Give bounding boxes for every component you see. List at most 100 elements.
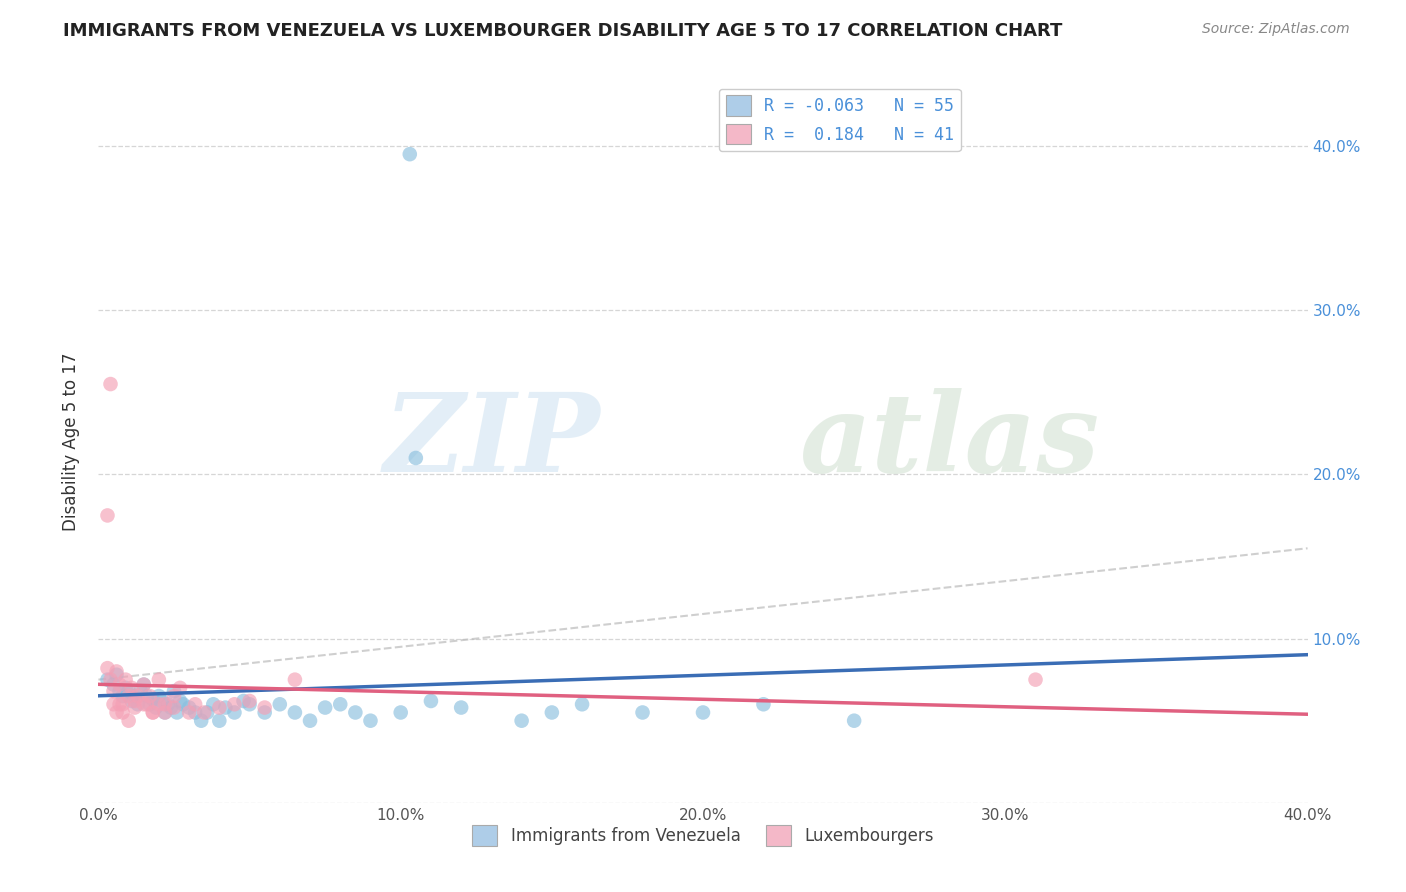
- Point: [108, 684, 131, 698]
- Point: [153, 706, 176, 720]
- Point: [124, 694, 146, 708]
- Text: atlas: atlas: [800, 388, 1099, 495]
- Point: [114, 681, 136, 695]
- Point: [163, 684, 186, 698]
- Point: [224, 706, 246, 720]
- Point: [150, 694, 173, 708]
- Point: [96, 673, 118, 687]
- Point: [153, 698, 176, 712]
- Point: [96, 661, 118, 675]
- Point: [239, 694, 262, 708]
- Point: [163, 689, 186, 703]
- Point: [253, 706, 276, 720]
- Point: [124, 700, 146, 714]
- Point: [844, 714, 866, 728]
- Text: Source: ZipAtlas.com: Source: ZipAtlas.com: [1202, 22, 1350, 37]
- Point: [105, 706, 128, 720]
- Point: [124, 689, 146, 703]
- Point: [184, 706, 207, 720]
- Point: [108, 698, 131, 712]
- Point: [329, 698, 352, 712]
- Point: [96, 508, 118, 523]
- Point: [166, 706, 188, 720]
- Point: [148, 689, 170, 703]
- Point: [344, 706, 367, 720]
- Point: [752, 698, 775, 712]
- Point: [253, 700, 276, 714]
- Text: ZIP: ZIP: [384, 388, 600, 495]
- Legend: Immigrants from Venezuela, Luxembourgers: Immigrants from Venezuela, Luxembourgers: [465, 819, 941, 852]
- Point: [269, 698, 291, 712]
- Point: [100, 673, 122, 687]
- Point: [135, 689, 157, 703]
- Point: [420, 694, 443, 708]
- Point: [195, 706, 218, 720]
- Point: [142, 706, 165, 720]
- Point: [142, 692, 165, 706]
- Point: [284, 673, 307, 687]
- Point: [389, 706, 412, 720]
- Point: [232, 694, 254, 708]
- Point: [103, 698, 125, 712]
- Text: IMMIGRANTS FROM VENEZUELA VS LUXEMBOURGER DISABILITY AGE 5 TO 17 CORRELATION CHA: IMMIGRANTS FROM VENEZUELA VS LUXEMBOURGE…: [63, 22, 1063, 40]
- Point: [540, 706, 562, 720]
- Point: [114, 673, 136, 687]
- Point: [139, 698, 162, 712]
- Point: [1024, 673, 1046, 687]
- Point: [179, 706, 201, 720]
- Point: [208, 714, 231, 728]
- Point: [510, 714, 533, 728]
- Point: [111, 698, 134, 712]
- Point: [202, 698, 225, 712]
- Point: [118, 714, 141, 728]
- Point: [118, 684, 141, 698]
- Point: [118, 689, 141, 703]
- Point: [299, 714, 322, 728]
- Point: [142, 706, 165, 720]
- Point: [184, 698, 207, 712]
- Point: [103, 684, 125, 698]
- Point: [179, 700, 201, 714]
- Point: [108, 677, 131, 691]
- Point: [214, 700, 236, 714]
- Point: [169, 681, 191, 695]
- Point: [127, 689, 149, 703]
- Point: [156, 698, 179, 712]
- Point: [132, 677, 155, 691]
- Point: [169, 694, 191, 708]
- Point: [148, 673, 170, 687]
- Point: [105, 665, 128, 679]
- Point: [153, 706, 176, 720]
- Point: [224, 698, 246, 712]
- Point: [398, 147, 420, 161]
- Point: [148, 698, 170, 712]
- Point: [172, 698, 194, 712]
- Point: [284, 706, 307, 720]
- Point: [631, 706, 654, 720]
- Point: [111, 706, 134, 720]
- Point: [193, 706, 215, 720]
- Point: [163, 700, 186, 714]
- Point: [239, 698, 262, 712]
- Point: [121, 681, 143, 695]
- Point: [139, 689, 162, 703]
- Point: [132, 677, 155, 691]
- Point: [103, 677, 125, 691]
- Point: [127, 698, 149, 712]
- Point: [190, 714, 212, 728]
- Y-axis label: Disability Age 5 to 17: Disability Age 5 to 17: [62, 352, 80, 531]
- Point: [160, 700, 183, 714]
- Point: [100, 377, 122, 392]
- Point: [450, 700, 472, 714]
- Point: [405, 450, 427, 465]
- Point: [145, 700, 167, 714]
- Point: [105, 667, 128, 681]
- Point: [121, 694, 143, 708]
- Point: [132, 698, 155, 712]
- Point: [129, 684, 152, 698]
- Point: [571, 698, 593, 712]
- Point: [314, 700, 336, 714]
- Point: [135, 698, 157, 712]
- Point: [208, 700, 231, 714]
- Point: [111, 689, 134, 703]
